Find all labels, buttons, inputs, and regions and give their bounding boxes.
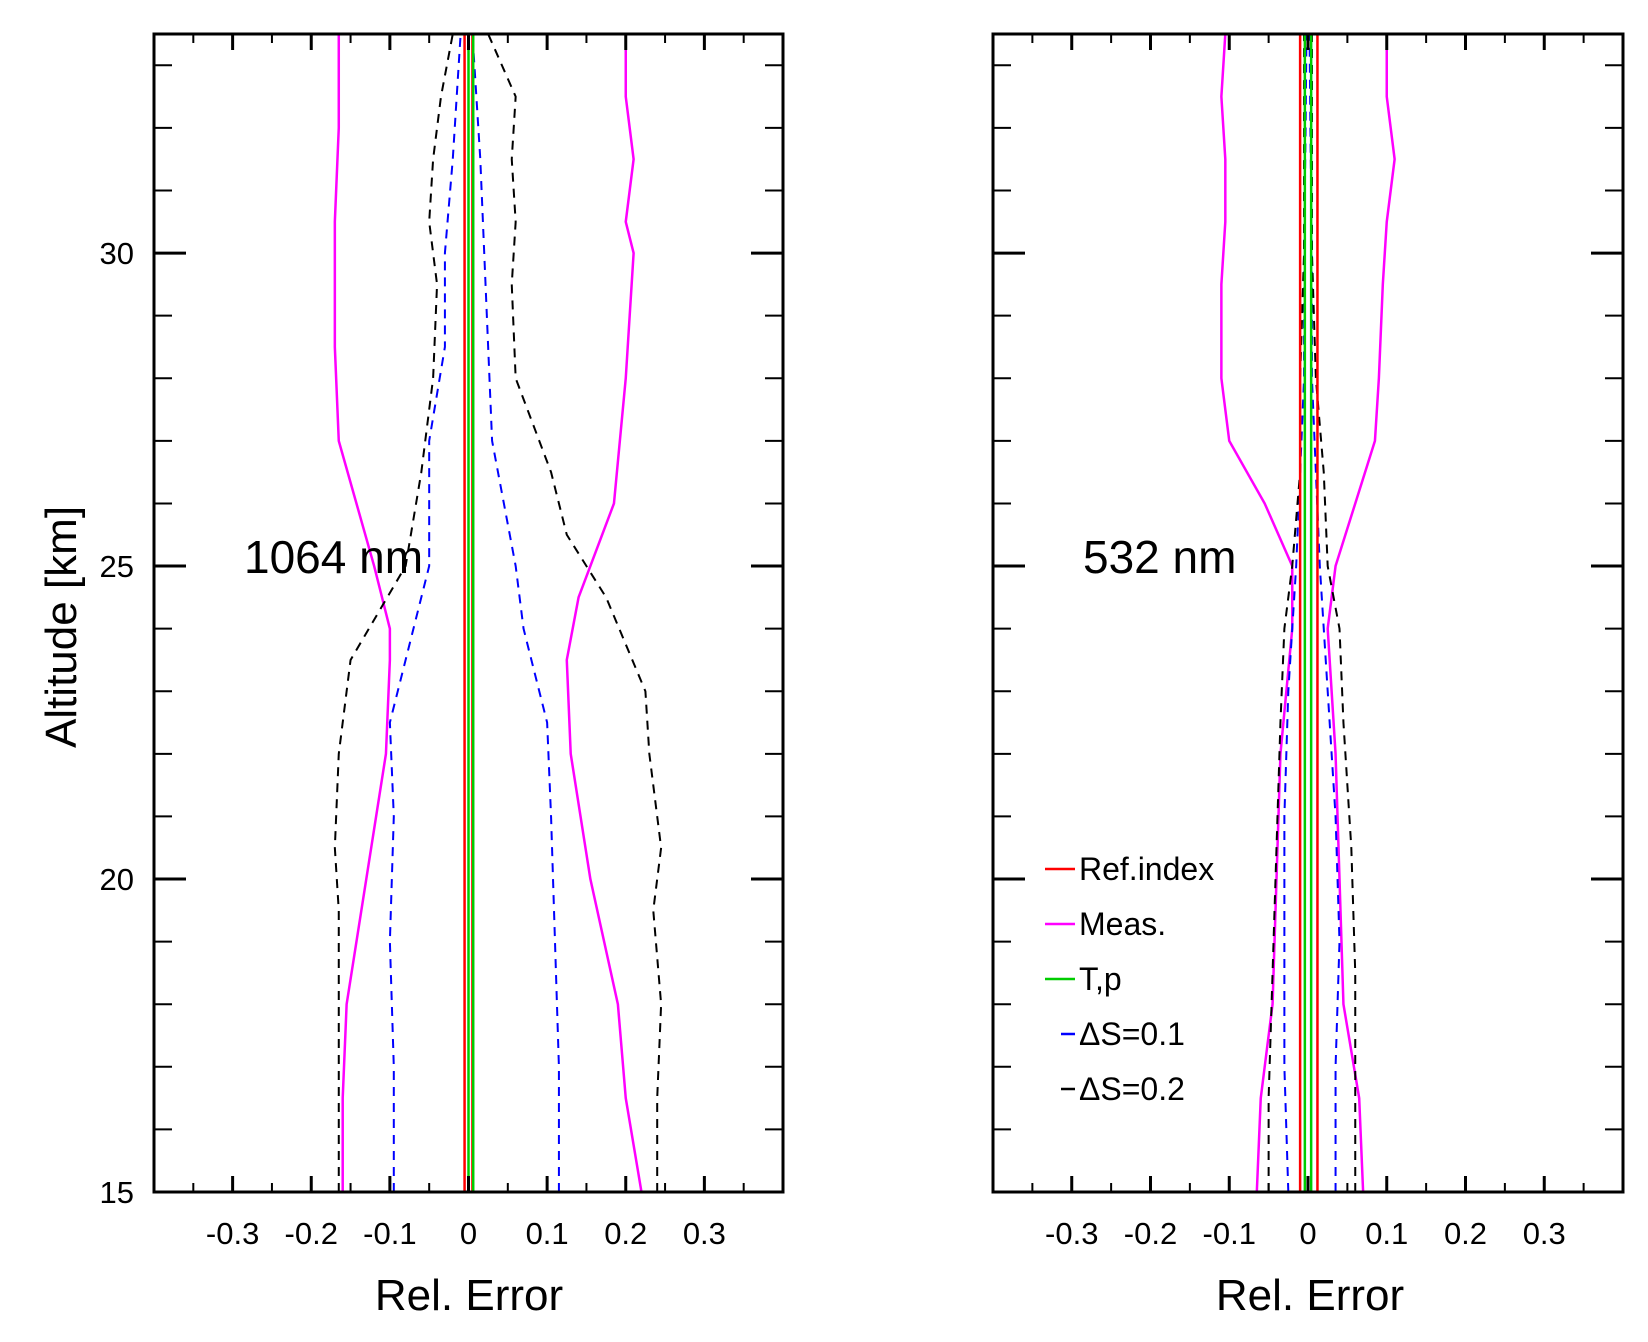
panel-532nm-legend-label-2: T,p <box>1079 961 1122 997</box>
panel-532nm-legend-label-4: ΔS=0.2 <box>1079 1071 1185 1107</box>
panel-1064nm-xtick-label-5: 0.2 <box>604 1216 647 1251</box>
panel-1064nm-xtick-label-6: 0.3 <box>683 1216 726 1251</box>
panel-1064nm-xtick-label-1: -0.2 <box>285 1216 338 1251</box>
panel-1064nm-tick-labels: -0.3 -0.2 -0.1 0 0.1 0.2 0.3 15 20 25 30 <box>100 236 726 1251</box>
panel-532nm-xtick-label-1: -0.2 <box>1124 1216 1177 1251</box>
panel-532nm-series--s-0-2-5 <box>1310 34 1357 1192</box>
panel-1064nm-xtick-label-4: 0.1 <box>526 1216 569 1251</box>
panel-1064nm-series--s-0-1-2 <box>388 33 462 1192</box>
panel-532nm-xtick-label-5: 0.2 <box>1444 1216 1487 1251</box>
panel-1064nm-series--s-0-2-4 <box>333 33 454 1192</box>
panel-1064nm-ticks <box>154 34 783 1192</box>
panel-532nm-ticks <box>993 34 1623 1192</box>
panel-1064nm-series--s-0-1-3 <box>471 33 560 1192</box>
panel-532nm-xtick-label-3: 0 <box>1299 1216 1316 1251</box>
panel-532nm-title: 532 nm <box>1083 531 1236 583</box>
panel-532nm-xtick-label-0: -0.3 <box>1045 1216 1098 1251</box>
panel-532nm-xtick-label-2: -0.1 <box>1203 1216 1256 1251</box>
panel-1064nm-title: 1064 nm <box>244 531 423 583</box>
panel-1064nm-series <box>333 33 663 1193</box>
panel-1064nm-xtick-label-2: -0.1 <box>363 1216 416 1251</box>
panel-532nm-xtick-label-6: 0.3 <box>1523 1216 1566 1251</box>
panel-532nm-series <box>1220 33 1396 1193</box>
panel-532nm-series--s-0-2-4 <box>1267 34 1306 1192</box>
panel-532nm-xtick-label-4: 0.1 <box>1365 1216 1408 1251</box>
panel-1064nm-ylabel: Altitude [km] <box>37 506 86 748</box>
panel-532nm-legend-label-1: Meas. <box>1079 906 1166 942</box>
panel-1064nm-ytick-label-0: 15 <box>100 1175 134 1210</box>
panel-1064nm-ytick-label-2: 25 <box>100 549 134 584</box>
panel-532nm-xlabel: Rel. Error <box>1216 1271 1404 1320</box>
panel-1064nm: -0.3 -0.2 -0.1 0 0.1 0.2 0.3 15 20 25 30 1064 nm R… <box>37 32 785 1320</box>
panel-532nm-legend-label-0: Ref.index <box>1079 851 1214 887</box>
panel-532nm-tick-labels: -0.3 -0.2 -0.1 0 0.1 0.2 0.3 <box>1045 1216 1566 1251</box>
panel-1064nm-xlabel: Rel. Error <box>375 1271 563 1320</box>
panel-1064nm-xtick-label-3: 0 <box>460 1216 477 1251</box>
panel-1064nm-ytick-label-1: 20 <box>100 862 134 897</box>
panel-1064nm-series-meas--1 <box>565 34 643 1193</box>
panel-1064nm-series--s-0-2-5 <box>487 33 663 1192</box>
panel-1064nm-xtick-label-0: -0.3 <box>206 1216 259 1251</box>
panel-532nm-legend-label-3: ΔS=0.1 <box>1079 1016 1185 1052</box>
panel-532nm-legend: Ref.index Meas. T,p ΔS=0.1 ΔS=0.2 <box>1045 851 1214 1107</box>
panel-1064nm-series-meas--0 <box>333 34 392 1192</box>
panel-532nm-series-meas--1 <box>1326 34 1396 1193</box>
panel-1064nm-ytick-label-3: 30 <box>100 236 134 271</box>
